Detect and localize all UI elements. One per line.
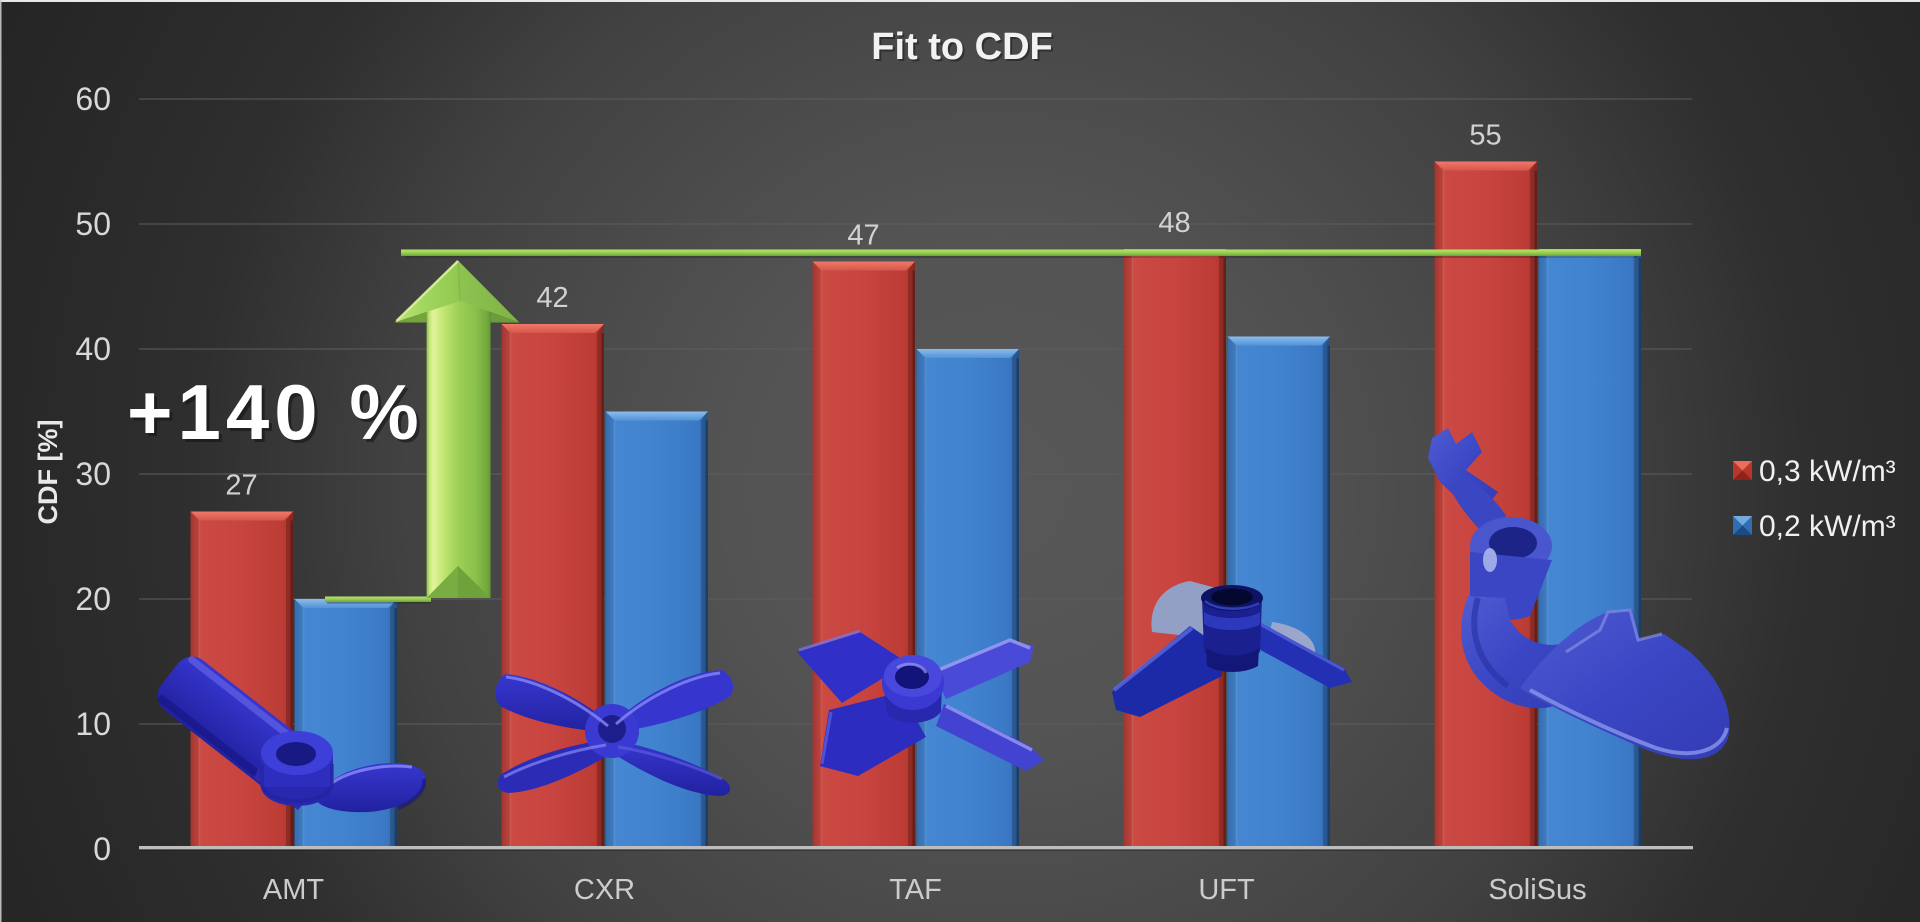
svg-text:40: 40 <box>75 331 111 367</box>
svg-text:0: 0 <box>93 831 111 867</box>
svg-text:20: 20 <box>75 581 111 617</box>
svg-text:Fit to CDF: Fit to CDF <box>871 26 1053 68</box>
svg-text:50: 50 <box>75 206 111 242</box>
svg-text:+140 %: +140 % <box>130 371 427 459</box>
svg-text:AMT: AMT <box>263 874 325 906</box>
svg-text:UFT: UFT <box>1198 874 1255 906</box>
svg-text:+140 %: +140 % <box>127 368 424 456</box>
svg-text:10: 10 <box>75 706 111 742</box>
svg-text:Fit to CDF: Fit to CDF <box>873 28 1055 70</box>
svg-text:SoliSus: SoliSus <box>1488 874 1586 906</box>
svg-text:55: 55 <box>1469 120 1501 152</box>
svg-text:60: 60 <box>75 81 111 117</box>
svg-text:CXR: CXR <box>574 874 635 906</box>
svg-text:48: 48 <box>1158 207 1190 239</box>
svg-text:TAF: TAF <box>889 874 942 906</box>
svg-text:47: 47 <box>847 220 879 252</box>
svg-text:30: 30 <box>75 456 111 492</box>
svg-text:27: 27 <box>225 470 257 502</box>
svg-text:42: 42 <box>536 282 568 314</box>
svg-text:0,3 kW/m³: 0,3 kW/m³ <box>1759 455 1896 488</box>
svg-text:0,2 kW/m³: 0,2 kW/m³ <box>1759 510 1896 543</box>
svg-text:CDF [%]: CDF [%] <box>33 420 63 525</box>
